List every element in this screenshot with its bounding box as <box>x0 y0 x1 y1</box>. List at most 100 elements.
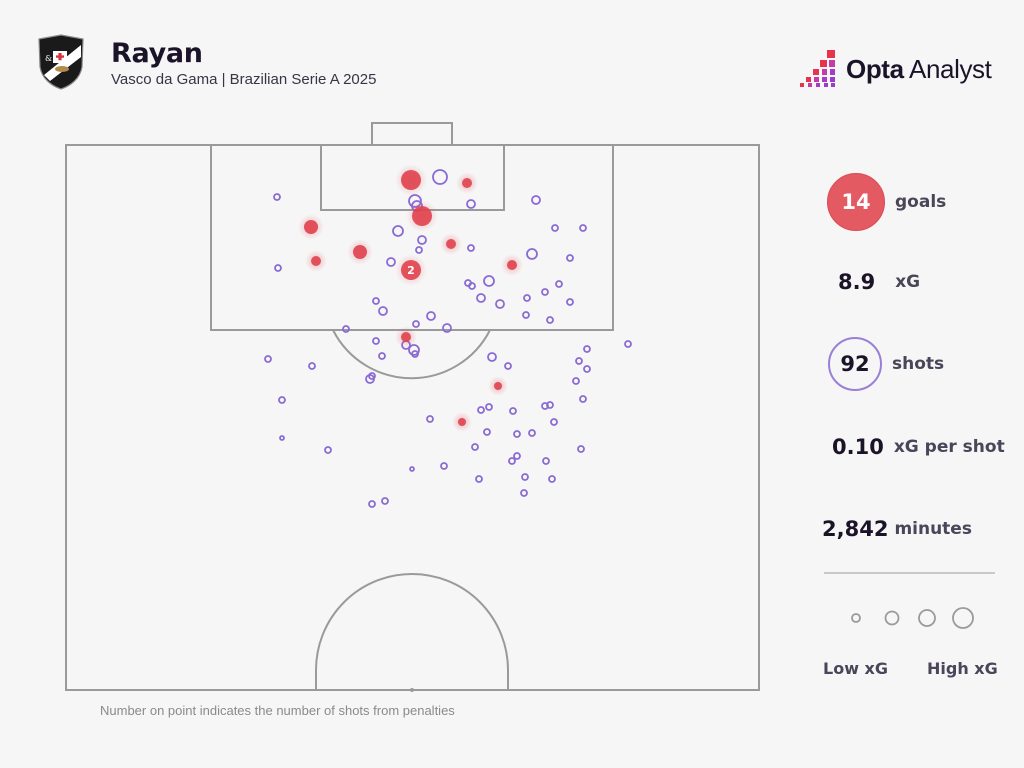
shot-point <box>415 246 423 254</box>
shot-point <box>541 288 549 296</box>
svg-text:&: & <box>45 54 52 63</box>
stat-minutes: 2,842 minutes <box>822 517 972 541</box>
shot-point <box>365 374 375 384</box>
shot-point <box>485 403 493 411</box>
legend-high-xg: High xG <box>927 659 998 678</box>
shot-point <box>378 306 388 316</box>
shot-point <box>509 407 517 415</box>
shot-point <box>426 415 434 423</box>
shot-point <box>523 294 531 302</box>
shot-point <box>417 235 427 245</box>
xg-per-shot-label: xG per shot <box>893 437 1005 457</box>
shot-point <box>409 466 415 472</box>
stats-divider <box>824 572 995 574</box>
shot-point <box>520 489 528 497</box>
shot-point <box>546 316 554 324</box>
goal-point <box>494 382 502 390</box>
shot-point <box>368 500 376 508</box>
minutes-value: 2,842 <box>822 517 889 541</box>
shot-point <box>279 435 285 441</box>
brand-name: Opta Analyst <box>846 53 992 84</box>
opta-pixel-logo-icon <box>800 50 835 87</box>
shot-point <box>324 446 332 454</box>
penalty-count-label: 2 <box>407 264 415 277</box>
goal-point <box>401 332 411 342</box>
goal-point <box>401 170 421 190</box>
shot-point <box>372 337 380 345</box>
shot-point <box>308 362 316 370</box>
goal-point <box>458 418 466 426</box>
legend-circle-lg-icon <box>952 607 974 629</box>
shot-point <box>546 401 554 409</box>
shot-point <box>368 372 376 380</box>
goal-shots: 2 <box>298 164 523 432</box>
shot-point <box>471 443 479 451</box>
shot-point <box>408 344 420 356</box>
shot-point <box>579 224 587 232</box>
shot-point <box>466 199 476 209</box>
shot-point <box>476 293 486 303</box>
shot-point <box>577 445 585 453</box>
shot-point <box>274 264 282 272</box>
shot-point <box>495 299 505 309</box>
shot-point <box>372 297 380 305</box>
shot-point <box>386 257 396 267</box>
shot-point <box>542 457 550 465</box>
shot-point <box>624 340 632 348</box>
shot-point <box>555 280 563 288</box>
xg-label: xG <box>895 272 921 292</box>
goal-point <box>412 206 432 226</box>
shot-point <box>264 355 272 363</box>
shot-point <box>566 298 574 306</box>
team-competition-subtitle: Vasco da Gama | Brazilian Serie A 2025 <box>111 71 377 88</box>
shot-point <box>548 475 556 483</box>
shot-point <box>487 352 497 362</box>
shot-point <box>442 323 452 333</box>
goal-point <box>507 260 517 270</box>
shot-point <box>579 395 587 403</box>
legend-circle-xs-icon <box>851 613 861 623</box>
shot-point <box>528 429 536 437</box>
shot-point <box>526 248 538 260</box>
shot-point <box>483 275 495 287</box>
shot-point <box>575 357 583 365</box>
shots-ring: 92 <box>828 337 882 391</box>
goal-point <box>401 260 421 280</box>
shots-label: shots <box>892 354 945 374</box>
shot-point <box>412 320 420 328</box>
shot-point <box>432 169 448 185</box>
goal-point <box>311 256 321 266</box>
goals-label: goals <box>895 192 947 212</box>
shot-point <box>440 462 448 470</box>
shot-point <box>572 377 580 385</box>
shot-point <box>477 406 485 414</box>
shot-point <box>513 452 521 460</box>
shot-point <box>468 282 476 290</box>
opta-analyst-logo: Opta Analyst <box>800 50 992 88</box>
shot-point <box>521 473 529 481</box>
shot-point <box>483 428 491 436</box>
shot-point <box>531 195 541 205</box>
shot-point <box>566 254 574 262</box>
xg-value: 8.9 <box>838 270 876 294</box>
shot-point <box>475 475 483 483</box>
shot-point <box>583 365 591 373</box>
stat-xg-per-shot: 0.10 xG per shot <box>832 435 1005 459</box>
shot-point <box>426 311 436 321</box>
stat-goals: 14 goals <box>827 173 946 231</box>
shot-point <box>513 430 521 438</box>
player-name: Rayan <box>111 38 203 69</box>
shot-point <box>342 325 350 333</box>
shot-point <box>504 362 512 370</box>
shot-point <box>583 345 591 353</box>
shot-point <box>278 396 286 404</box>
legend-low-xg: Low xG <box>823 659 888 678</box>
goal-point <box>462 178 472 188</box>
goal-point <box>304 220 318 234</box>
shot-point <box>381 497 389 505</box>
stat-xg: 8.9 xG <box>838 270 920 294</box>
goals-badge: 14 <box>827 173 885 231</box>
shot-point <box>378 352 386 360</box>
legend-circle-md-icon <box>918 609 936 627</box>
shot-point <box>392 225 404 237</box>
